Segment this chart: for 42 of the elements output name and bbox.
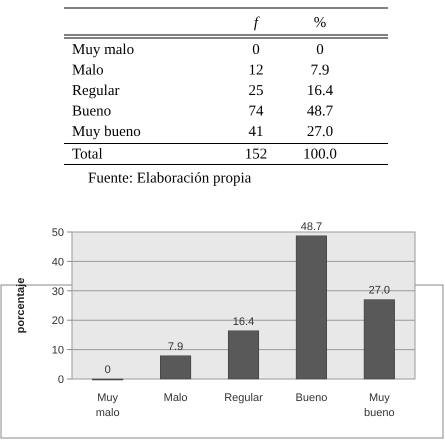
bar <box>160 356 192 380</box>
x-tick-label: Malo <box>164 392 188 404</box>
data-label: 100.0 <box>303 146 337 162</box>
bar <box>364 299 395 380</box>
text: f <box>254 15 260 31</box>
x-tick-label: Bueno <box>296 392 328 404</box>
source-note: Fuente: Elaboración propia <box>88 170 252 186</box>
data-label: 7.9 <box>310 62 330 78</box>
data-label: 27.0 <box>306 124 334 140</box>
category-label: Regular <box>72 83 120 99</box>
category-label: Bueno <box>72 104 112 120</box>
data-label: 7.9 <box>168 340 184 353</box>
category-label: Muy malo <box>72 42 134 58</box>
category-label: Total <box>72 146 103 162</box>
x-tick-label: Muy bueno <box>364 392 395 419</box>
data-label: 16.4 <box>306 83 334 99</box>
data-label: 25 <box>248 83 264 99</box>
bar <box>228 330 260 380</box>
y-tick-label: 10 <box>52 344 64 357</box>
y-tick-label: 30 <box>52 286 64 298</box>
data-label: 0 <box>316 42 324 58</box>
y-axis-title: porcentaje <box>15 278 27 334</box>
data-label: 0 <box>104 364 111 376</box>
data-label: 48.7 <box>300 220 322 233</box>
y-tick-label: 50 <box>52 227 64 239</box>
x-tick-label: Muy malo <box>96 392 120 419</box>
data-label: 41 <box>248 124 264 140</box>
data-label: 48.7 <box>306 104 334 120</box>
data-label: 0 <box>252 42 260 58</box>
y-tick-label: 20 <box>52 315 64 328</box>
data-label: 12 <box>248 62 264 78</box>
y-tick-label: 40 <box>52 256 64 268</box>
category-label: Malo <box>72 62 104 78</box>
category-label: Muy bueno <box>72 124 141 140</box>
x-tick-label: Regular <box>224 392 264 404</box>
y-tick-label: 0 <box>58 374 64 386</box>
data-label: 27.0 <box>368 284 390 297</box>
data-label: 74 <box>248 104 264 120</box>
data-label: 16.4 <box>232 316 254 328</box>
bar <box>296 236 327 380</box>
data-label: 152 <box>244 146 268 162</box>
text: % <box>314 15 326 31</box>
